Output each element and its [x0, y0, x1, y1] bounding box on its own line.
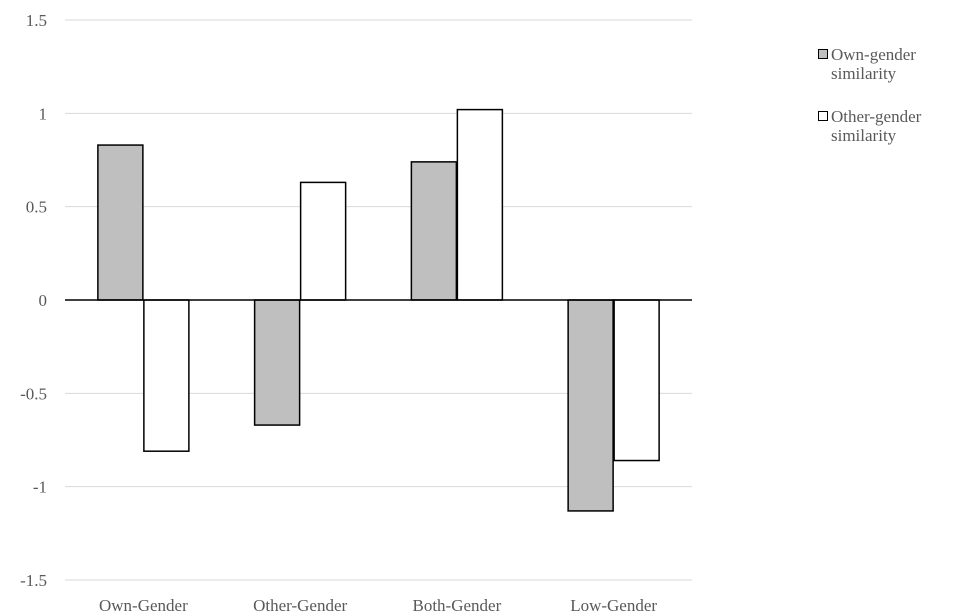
x-category-label: Low-Gender	[570, 596, 657, 614]
legend-swatch-own-gender	[818, 49, 828, 59]
y-tick-label: 1	[39, 104, 48, 123]
x-axis-category-labels: Own-Gender Other-Gender Both-Gender Low-Gen…	[99, 596, 657, 614]
legend-item-other-gender: Other-gender similarity	[818, 107, 953, 145]
bar-other-gender-both-gender	[456, 108, 504, 301]
x-category-label: Both-Gender	[412, 596, 501, 614]
bar-other-gender-other-gender	[299, 181, 347, 301]
x-category-label: Other-Gender	[253, 596, 347, 614]
bar-other-gender-own-gender	[143, 299, 190, 452]
bar-own-gender-other-gender	[253, 299, 301, 426]
y-tick-label: -1	[33, 478, 47, 497]
y-axis-tick-labels: 1.5 1 0.5 0 -0.5 -1 -1.5	[20, 11, 47, 590]
legend-label-other-gender: Other-gender similarity	[831, 107, 922, 145]
bars	[97, 108, 660, 512]
y-tick-label: -1.5	[20, 571, 47, 590]
legend-swatch-other-gender	[818, 111, 828, 121]
y-tick-label: -0.5	[20, 384, 47, 403]
legend-item-own-gender: Own-gender similarity	[818, 45, 953, 83]
y-tick-label: 1.5	[26, 11, 47, 30]
x-category-label: Own-Gender	[99, 596, 188, 614]
bar-own-gender-own-gender	[97, 144, 144, 301]
y-tick-label: 0.5	[26, 198, 47, 217]
legend: Own-gender similarity Other-gender simil…	[818, 45, 953, 169]
bar-other-gender-low-gender	[613, 299, 660, 462]
bar-own-gender-low-gender	[567, 299, 614, 512]
y-tick-label: 0	[39, 291, 48, 310]
bar-own-gender-both-gender	[410, 161, 458, 301]
legend-label-own-gender: Own-gender similarity	[831, 45, 916, 83]
